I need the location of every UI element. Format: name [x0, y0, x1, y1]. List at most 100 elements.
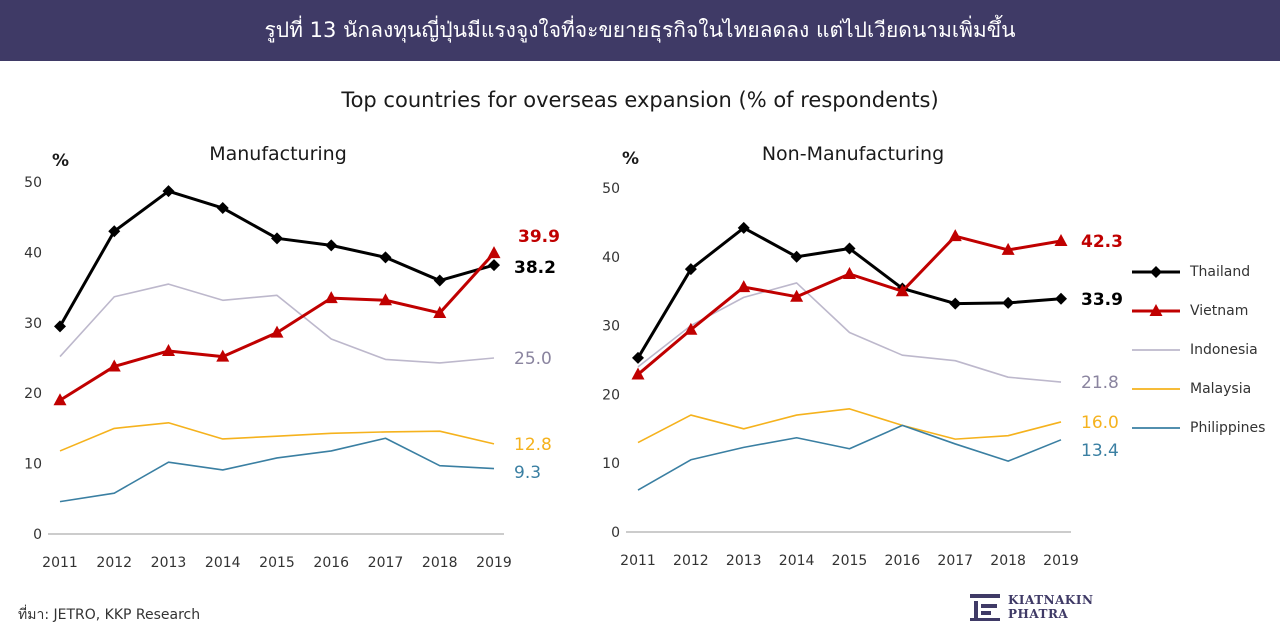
x-tick-label: 2012 — [673, 553, 709, 569]
legend-item-thailand: Thailand — [1130, 252, 1265, 291]
data-point — [108, 225, 121, 238]
data-point — [433, 305, 447, 318]
end-label-malaysia: 12.8 — [514, 435, 552, 455]
data-point — [631, 367, 645, 380]
x-tick-label: 2017 — [368, 555, 404, 571]
data-point — [790, 289, 804, 302]
series-thailand — [632, 221, 1067, 364]
data-point — [1054, 233, 1068, 246]
legend-swatch — [1132, 387, 1180, 390]
legend-swatch — [1132, 426, 1180, 429]
series-line — [59, 421, 495, 452]
end-label-vietnam: 42.3 — [1081, 232, 1123, 252]
legend-label: Philippines — [1190, 419, 1266, 436]
source-note: ที่มา: JETRO, KKP Research — [18, 607, 201, 623]
data-point — [1055, 292, 1067, 305]
series-malaysia — [637, 408, 1062, 444]
y-unit-label: % — [622, 149, 639, 169]
data-point — [1001, 242, 1015, 255]
y-tick-label: 50 — [24, 175, 42, 191]
y-tick-label: 40 — [24, 245, 42, 261]
x-tick-label: 2014 — [779, 553, 815, 569]
legend: Thailand Vietnam Indonesia Malaysia Philippi… — [1130, 252, 1265, 447]
header-banner: รูปที่ 13 นักลงทุนญี่ปุ่นมีแรงจูงใจที่จะ… — [0, 0, 1280, 61]
data-point — [271, 232, 283, 245]
y-tick-label: 30 — [602, 319, 620, 335]
data-point — [737, 221, 750, 234]
y-tick-label: 30 — [24, 316, 42, 332]
x-tick-label: 2013 — [151, 555, 187, 571]
logo-line2: PHATRA — [1008, 607, 1069, 621]
data-point — [737, 280, 751, 293]
data-point — [379, 251, 392, 264]
series-line — [59, 437, 495, 503]
series-indonesia — [59, 283, 495, 364]
logo-line1: KIATNAKIN — [1008, 593, 1094, 607]
x-tick-label: 2017 — [937, 553, 973, 569]
data-point — [948, 229, 962, 242]
data-point — [790, 250, 803, 263]
data-point — [107, 359, 121, 372]
end-label-thailand: 38.2 — [514, 258, 556, 278]
x-tick-label: 2018 — [990, 553, 1026, 569]
legend-item-philippines: Philippines — [1130, 408, 1265, 447]
x-tick-label: 2011 — [42, 555, 78, 571]
series-thailand — [54, 185, 500, 333]
legend-item-vietnam: Vietnam — [1130, 291, 1265, 330]
kkp-logo-icon — [970, 594, 1000, 621]
end-label-indonesia: 25.0 — [514, 349, 552, 369]
y-tick-label: 0 — [611, 525, 620, 541]
data-point — [433, 274, 446, 287]
logo: KIATNAKIN PHATRA — [968, 592, 1093, 622]
data-point — [216, 349, 230, 362]
y-tick-label: 40 — [602, 250, 620, 266]
data-point — [843, 242, 856, 255]
data-point — [379, 293, 392, 306]
x-tick-label: 2015 — [259, 555, 295, 571]
chart-title: Manufacturing — [209, 143, 347, 165]
data-point — [162, 343, 175, 356]
series-philippines — [637, 424, 1062, 491]
data-point — [895, 284, 909, 297]
y-tick-label: 10 — [24, 457, 42, 473]
end-label-malaysia: 16.0 — [1081, 413, 1119, 433]
legend-label: Vietnam — [1190, 302, 1249, 319]
series-vietnam — [53, 246, 501, 406]
data-point — [162, 185, 175, 198]
y-tick-label: 20 — [24, 386, 42, 402]
x-tick-label: 2016 — [885, 553, 921, 569]
chart-non-manufacturing: Non-Manufacturing% 0 10 20 30 40 50 2011 2012 201… — [602, 143, 1123, 569]
series-line — [637, 282, 1062, 383]
y-tick-label: 20 — [602, 387, 620, 403]
data-point — [843, 267, 856, 279]
x-tick-label: 2018 — [422, 555, 458, 571]
series-indonesia — [637, 282, 1062, 383]
x-tick-label: 2013 — [726, 553, 762, 569]
end-label-thailand: 33.9 — [1081, 290, 1123, 310]
series-vietnam — [631, 229, 1068, 380]
x-tick-label: 2019 — [1043, 553, 1079, 569]
chart-subtitle: Top countries for overseas expansion (% … — [341, 88, 939, 112]
chart-title: Non-Manufacturing — [762, 143, 944, 165]
series-line — [637, 408, 1062, 444]
series-line — [59, 283, 495, 364]
y-tick-label: 50 — [602, 181, 620, 197]
data-point — [684, 263, 697, 276]
legend-swatch — [1132, 265, 1180, 278]
y-unit-label: % — [52, 151, 69, 171]
series-line — [58, 189, 495, 328]
series-malaysia — [59, 421, 495, 452]
x-tick-label: 2015 — [832, 553, 868, 569]
data-point — [324, 291, 338, 304]
legend-swatch — [1132, 348, 1180, 351]
data-point — [53, 393, 67, 406]
data-point — [488, 259, 500, 272]
legend-label: Thailand — [1190, 263, 1251, 280]
data-point — [949, 297, 962, 310]
legend-item-malaysia: Malaysia — [1130, 369, 1265, 408]
data-point — [216, 202, 229, 215]
data-point — [684, 322, 698, 335]
end-label-philippines: 9.3 — [514, 463, 541, 483]
data-point — [632, 351, 644, 364]
